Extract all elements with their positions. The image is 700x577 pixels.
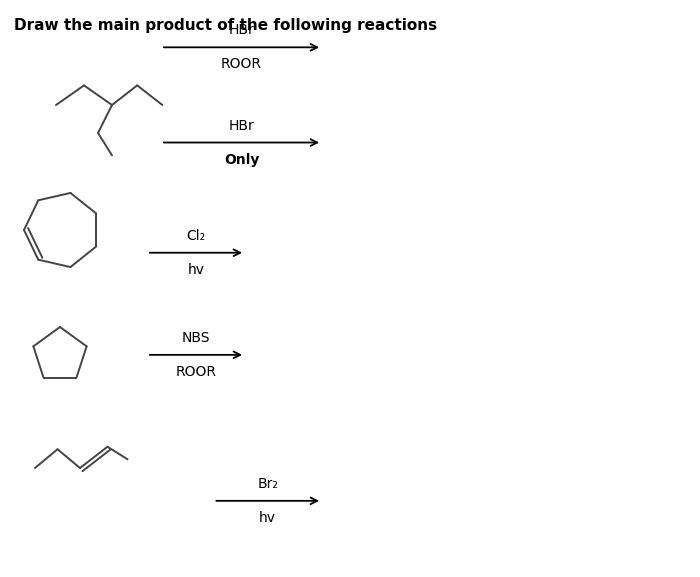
Text: HBr: HBr bbox=[229, 118, 254, 133]
Text: Cl₂: Cl₂ bbox=[186, 228, 206, 243]
Text: Br₂: Br₂ bbox=[258, 477, 278, 491]
Text: Only: Only bbox=[224, 152, 259, 167]
Text: Draw the main product of the following reactions: Draw the main product of the following r… bbox=[14, 18, 437, 33]
Text: HBr: HBr bbox=[229, 23, 254, 38]
Text: ROOR: ROOR bbox=[221, 57, 262, 72]
Text: NBS: NBS bbox=[182, 331, 210, 345]
Text: ROOR: ROOR bbox=[176, 365, 216, 379]
Text: hv: hv bbox=[188, 263, 204, 277]
Text: hv: hv bbox=[259, 511, 276, 525]
